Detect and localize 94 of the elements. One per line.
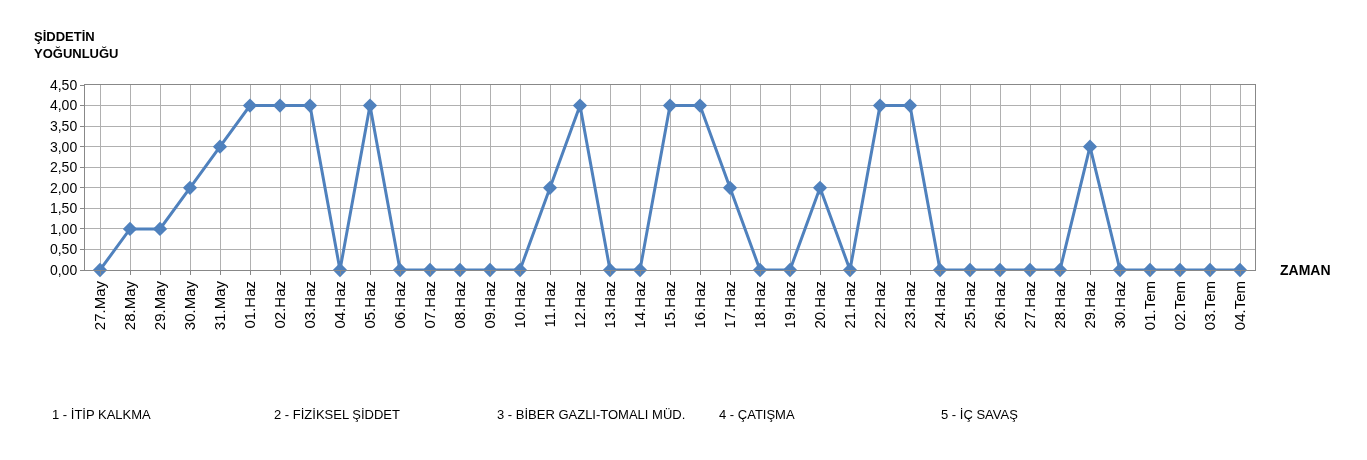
point — [422, 262, 438, 278]
x-tick-label: 08.Haz — [450, 281, 468, 329]
x-tick-label: 29.Haz — [1080, 281, 1098, 329]
x-tick-label: 24.Haz — [930, 281, 948, 329]
point — [1112, 262, 1128, 278]
x-tick-label: 01.Tem — [1140, 281, 1158, 331]
x-tick-label: 16.Haz — [690, 281, 708, 329]
x-tick-label: 15.Haz — [660, 281, 678, 329]
y-tick-label: 3,50 — [49, 118, 78, 135]
x-tick-label: 26.Haz — [990, 281, 1008, 329]
x-tick-label: 19.Haz — [780, 281, 798, 329]
text: 4 - ÇATIŞMA — [719, 407, 795, 422]
x-tick-label: 11.Haz — [540, 281, 558, 328]
point — [1172, 262, 1188, 278]
point — [722, 180, 738, 195]
x-tick-label: 18.Haz — [750, 281, 768, 329]
point — [512, 262, 528, 278]
x-tick-label: 27.May — [90, 280, 108, 331]
x-tick-label: 30.Haz — [1110, 281, 1128, 329]
point — [842, 262, 858, 278]
point — [122, 221, 138, 237]
x-tick-label: 04.Haz — [330, 281, 348, 329]
x-tick-label: 12.Haz — [570, 281, 588, 329]
y-tick-label: 0,00 — [49, 261, 78, 278]
text: 1 - İTİP KALKMA — [52, 407, 152, 422]
point — [602, 262, 618, 278]
point — [482, 262, 498, 278]
y-tick-label: 0,50 — [49, 241, 78, 258]
point — [902, 98, 918, 113]
point — [182, 180, 198, 195]
point — [992, 262, 1008, 278]
x-tick-label: 07.Haz — [420, 281, 438, 329]
point — [662, 98, 678, 113]
point — [272, 98, 288, 113]
x-tick-label: 14.Haz — [630, 281, 648, 329]
x-tick-label: 05.Haz — [360, 281, 378, 329]
x-tick-label: 30.May — [180, 280, 198, 331]
x-tick-label: 01.Haz — [240, 281, 258, 329]
y-tick-label: 1,00 — [49, 220, 78, 237]
y-tick-label: 4,00 — [49, 97, 78, 114]
point — [752, 262, 768, 278]
x-tick-label: 02.Haz — [270, 281, 288, 329]
text: 2 - FİZİKSEL ŞİDDET — [274, 407, 400, 422]
x-tick-label: 09.Haz — [480, 281, 498, 329]
x-axis-title: ZAMAN — [1280, 262, 1331, 278]
x-tick-label: 29.May — [150, 280, 168, 331]
x-tick-label: 22.Haz — [870, 281, 888, 329]
point — [452, 262, 468, 278]
point — [152, 221, 168, 237]
y-tick-label: 1,50 — [49, 200, 78, 217]
x-tick-label: 17.Haz — [720, 281, 738, 329]
point — [302, 98, 318, 113]
point — [872, 98, 888, 113]
x-tick-label: 25.Haz — [960, 281, 978, 329]
y-tick-label: 2,00 — [49, 179, 78, 196]
x-tick-label: 28.Haz — [1050, 281, 1068, 329]
point — [1052, 262, 1068, 278]
x-tick-label: 04.Tem — [1230, 281, 1248, 331]
x-tick-label: 28.May — [120, 280, 138, 331]
point — [1082, 139, 1098, 154]
point — [932, 262, 948, 278]
point — [962, 262, 978, 278]
point — [392, 262, 408, 278]
point — [1232, 262, 1248, 278]
x-tick-label: 10.Haz — [510, 281, 528, 329]
point — [692, 98, 708, 113]
point — [542, 180, 558, 195]
point — [632, 262, 648, 278]
point — [212, 139, 228, 154]
x-tick-label: 03.Haz — [300, 281, 318, 329]
point — [242, 98, 258, 113]
x-tick-label: 06.Haz — [390, 281, 408, 329]
point — [1022, 262, 1038, 278]
text: 5 - İÇ SAVAŞ — [941, 407, 1019, 422]
y-tick-label: 4,50 — [49, 76, 78, 93]
point — [92, 262, 108, 278]
x-tick-label: 20.Haz — [810, 281, 828, 329]
point — [362, 98, 378, 113]
y-tick-label: 2,50 — [49, 159, 78, 176]
x-tick-label: 03.Tem — [1200, 281, 1218, 331]
point — [782, 262, 798, 278]
point — [812, 180, 828, 195]
y-tick-label: 3,00 — [49, 138, 78, 155]
x-tick-label: 23.Haz — [900, 281, 918, 329]
point — [1202, 262, 1218, 278]
point — [1142, 262, 1158, 278]
x-tick-label: 13.Haz — [600, 281, 618, 329]
x-tick-label: 02.Tem — [1170, 281, 1188, 331]
point — [572, 98, 588, 113]
x-tick-label: 31.May — [210, 280, 228, 331]
x-tick-label: 21.Haz — [840, 281, 858, 329]
text: 3 - BİBER GAZLI-TOMALI MÜD. — [497, 407, 686, 422]
x-tick-label: 27.Haz — [1020, 281, 1038, 329]
y-axis-title: ŞİDDETİN YOĞUNLUĞU — [34, 29, 119, 61]
